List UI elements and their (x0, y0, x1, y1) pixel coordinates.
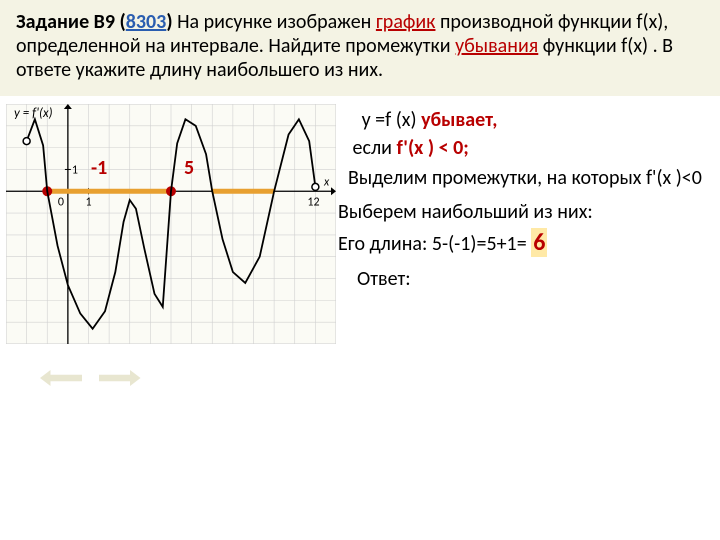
arrow-right-icon[interactable] (99, 370, 141, 386)
svg-text:1: 1 (72, 163, 78, 177)
svg-text:y = f'(x): y = f'(x) (14, 106, 53, 121)
task-number-link[interactable]: 8303 (126, 10, 167, 34)
header-text-1: На рисунке изображен (173, 10, 376, 34)
graph-label-five: 5 (184, 156, 194, 180)
svg-text:x: x (323, 175, 330, 189)
solution-line-1: y =f (x) убывает, (348, 108, 714, 132)
answer-line: Ответ: (348, 267, 714, 291)
solution-line-2: если f'(x ) < 0; (348, 136, 714, 160)
task-label: Задание B9 ( (16, 10, 126, 34)
solution-line-5: Его длина: 5-(-1)=5+1= 6 (338, 228, 714, 257)
solution-column: y =f (x) убывает, если f'(x ) < 0; Выдел… (344, 104, 714, 350)
content-row: -1 5 y = f'(x) 1 1 0 12 x y =f (x) убывает, е… (0, 96, 720, 350)
decrease-word: убывания (455, 34, 538, 58)
line5-a: Его длина: 5-(-1)=5+1= (338, 232, 531, 256)
line2-a: если (353, 136, 397, 160)
task-header: Задание B9 (8303) На рисунке изображен г… (0, 0, 720, 96)
solution-line-4: Выберем наибольший из них: (338, 200, 714, 224)
svg-text:0: 0 (58, 195, 64, 209)
line1-a: y =f (x) (362, 108, 421, 132)
derivative-chart: y = f'(x) 1 1 0 12 x (6, 104, 336, 344)
graph-label-minus1: -1 (91, 156, 107, 180)
svg-text:1: 1 (86, 195, 92, 209)
nav-arrows (0, 368, 720, 392)
graph-word: график (376, 10, 436, 34)
arrow-left-icon[interactable] (40, 370, 82, 386)
svg-text:12: 12 (307, 195, 319, 209)
answer-label: Ответ: (357, 267, 411, 291)
line2-b: f'(x ) < 0; (396, 136, 468, 160)
graph-column: -1 5 y = f'(x) 1 1 0 12 x (6, 104, 336, 350)
line1-b: убывает, (421, 108, 497, 132)
line5-b: 6 (531, 228, 547, 257)
solution-line-3: Выделим промежутки, на которых f'(x )<0 (348, 166, 714, 190)
derivative-word: производной (435, 10, 553, 34)
